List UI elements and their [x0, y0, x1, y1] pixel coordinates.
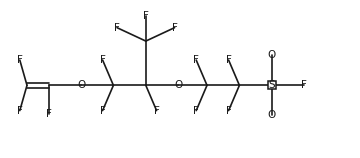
Text: F: F — [154, 106, 159, 116]
Text: F: F — [226, 106, 231, 116]
Text: F: F — [143, 11, 149, 21]
Bar — [268, 81, 276, 89]
Text: O: O — [77, 80, 85, 90]
Text: F: F — [100, 55, 105, 65]
Text: F: F — [17, 55, 23, 65]
Text: O: O — [268, 50, 276, 60]
Text: F: F — [226, 55, 231, 65]
Text: F: F — [46, 109, 51, 119]
Text: O: O — [174, 80, 182, 90]
Text: F: F — [193, 55, 199, 65]
Text: F: F — [172, 23, 177, 33]
Text: F: F — [301, 80, 307, 90]
Text: O: O — [268, 110, 276, 120]
Text: F: F — [100, 106, 105, 116]
Text: F: F — [17, 106, 23, 116]
Text: F: F — [193, 106, 199, 116]
Text: F: F — [114, 23, 120, 33]
Text: S: S — [269, 80, 275, 90]
